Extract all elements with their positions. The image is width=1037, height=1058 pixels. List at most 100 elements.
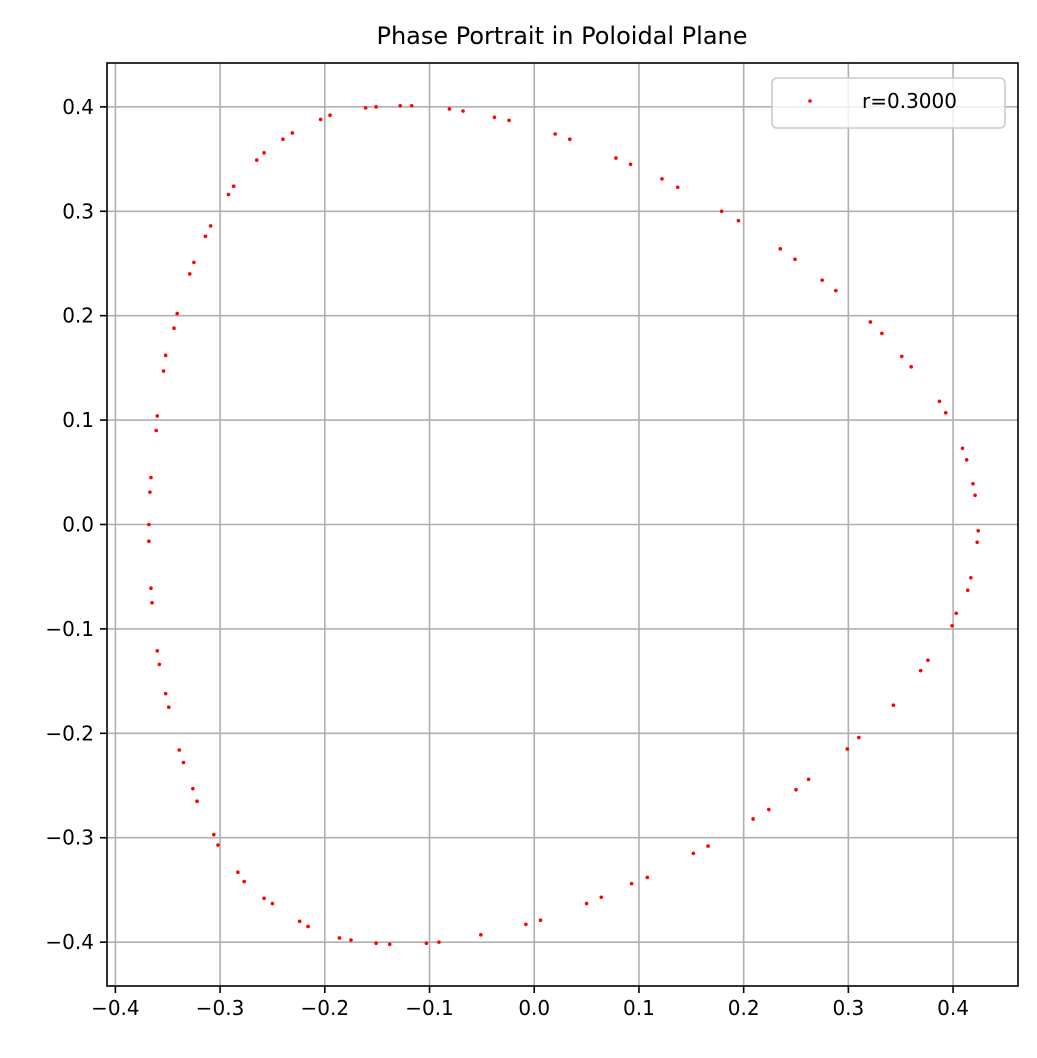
y-tick-label: −0.3 [45,826,94,850]
data-point [960,446,965,451]
y-tick-label: 0.4 [62,95,94,119]
data-point [328,113,332,118]
y-tick-label: 0.0 [62,513,94,537]
data-point [290,131,295,135]
data-point [553,132,557,136]
data-point [161,369,166,373]
data-point [231,184,236,189]
legend-box [771,77,1006,129]
data-point [793,257,797,262]
data-point [909,365,913,369]
y-tick-label: −0.1 [45,617,94,641]
data-point [254,158,259,162]
data-point [181,760,186,765]
data-point [660,177,664,181]
data-point [163,691,168,696]
x-tick-label: 0.4 [937,996,969,1020]
data-point [398,104,402,108]
data-point [845,747,850,751]
x-tick-label: −0.4 [91,996,140,1020]
data-point [950,623,954,628]
data-point [157,662,162,667]
data-point [820,278,824,282]
data-point [976,528,981,533]
y-tick-label: 0.3 [62,199,94,223]
data-point [628,162,633,167]
data-point [262,896,266,901]
x-tick-label: −0.1 [405,996,454,1020]
data-point [374,941,378,945]
data-point [880,331,884,336]
axis-ticks: −0.4 −0.3 −0.2 −0.1 0.0 0.1 0.2 0.3 0.4 −0.4 −0.3 −… [45,95,969,1020]
data-point [192,260,196,265]
data-point [387,942,392,947]
x-tick-label: 0.1 [623,996,655,1020]
y-tick-label: −0.4 [45,930,94,954]
data-point [926,658,930,663]
data-point [175,311,179,316]
y-tick-label: 0.2 [62,304,94,328]
data-point [177,748,182,752]
data-point [262,150,266,155]
legend: r=0.3000 [771,77,1006,129]
data-point [971,481,975,486]
data-point [706,844,710,848]
data-point [447,107,452,111]
x-tick-label: −0.2 [301,996,350,1020]
data-point [212,832,216,837]
data-point [187,272,192,276]
data-point [437,940,441,944]
data-point [166,705,171,710]
data-point [163,353,168,358]
data-point [806,777,811,782]
data-point [155,414,160,418]
data-point [868,320,873,324]
data-point [216,843,220,847]
data-point [794,787,798,792]
data-point [270,901,275,906]
data-point [154,428,159,433]
data-point [599,895,604,900]
grid-lines [107,63,1018,986]
data-point [629,881,634,886]
data-point [568,137,572,142]
data-point [149,586,153,590]
data-point [191,786,195,791]
data-point [203,234,208,239]
data-point [195,799,199,803]
data-point [943,410,948,415]
chart-title: Phase Portrait in Poloidal Plane [376,22,747,50]
data-point [172,326,176,331]
y-tick-label: 0.1 [62,408,94,432]
legend-marker [808,99,812,103]
data-point [349,938,353,942]
data-point [374,105,378,109]
data-point [208,224,213,228]
data-point [937,399,942,404]
data-point [766,807,771,812]
data-point [834,288,838,293]
data-point [155,649,160,653]
data-point [524,922,528,927]
y-tick-label: −0.2 [45,721,94,745]
data-point [507,118,511,123]
data-point [147,522,151,527]
data-point [479,933,483,937]
data-point [857,735,861,740]
data-point [899,354,904,359]
data-point [973,493,977,498]
data-point [691,851,696,856]
data-point [964,457,969,462]
data-point [736,218,741,223]
data-point [461,109,465,113]
data-point [281,137,285,142]
data-point [147,539,151,544]
data-point [242,879,246,884]
data-point [891,703,896,707]
data-point [965,588,970,593]
data-point [719,209,724,214]
data-point [226,192,231,197]
data-point [538,918,543,923]
